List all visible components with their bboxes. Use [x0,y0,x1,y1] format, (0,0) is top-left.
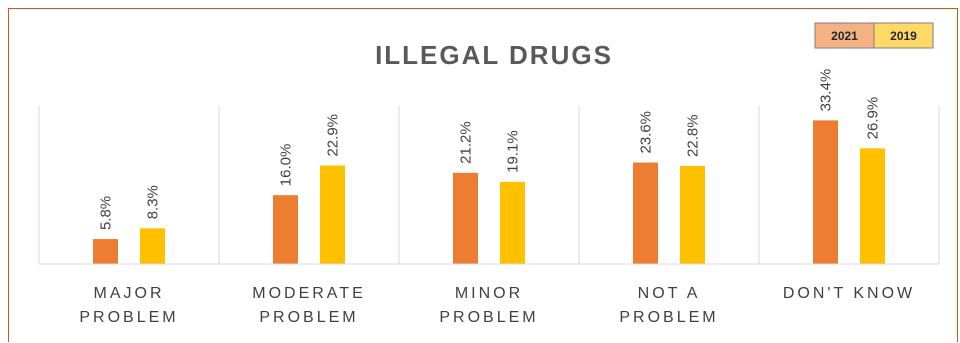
category-label-major-problem-line2: PROBLEM [79,309,178,326]
category-label-major-problem-line1: MAJOR [94,285,165,302]
data-label-2019-minor-problem: 19.1% [505,130,522,173]
data-label-2019-don-t-know: 26.9% [865,97,882,140]
legend-swatch-2021 [814,22,875,49]
category-separators [38,106,940,264]
bar-2021-minor-problem [453,172,478,264]
category-labels: MAJOR PROBLEM MODERATE PROBLEM MINOR PROBLEM N… [79,285,915,326]
bar-2021-moderate-problem [273,195,298,264]
data-label-2021-moderate-problem: 16.0% [278,144,295,187]
data-label-2021-major-problem: 5.8% [98,196,115,230]
category-label-not-a-problem-line1: NOT A [638,285,701,302]
bar-2019-don-t-know [860,148,885,264]
category-label-minor-problem-line1: MINOR [455,285,523,302]
category-label-moderate-problem-line2: PROBLEM [259,309,358,326]
bar-2021-not-a-problem [633,162,658,264]
data-label-2019-not-a-problem: 22.8% [685,114,702,157]
chart-frame: ILLEGAL DRUGS 2021 2019 5.8% 8.3% 16.0% 22.9… [8,8,958,342]
bar-2019-major-problem [140,228,165,264]
category-label-minor-problem-line2: PROBLEM [439,309,538,326]
data-label-2021-don-t-know: 33.4% [818,69,835,112]
chart-title: ILLEGAL DRUGS [375,40,613,70]
data-label-2019-major-problem: 8.3% [145,185,162,219]
chart-svg: ILLEGAL DRUGS 2021 2019 5.8% 8.3% 16.0% 22.9… [38,22,940,326]
bar-2019-not-a-problem [680,165,705,264]
bar-2021-major-problem [93,239,118,264]
bar-2021-don-t-know [813,120,838,264]
data-label-2021-minor-problem: 21.2% [458,121,475,164]
legend-label-2021: 2021 [831,29,858,43]
chart-legend: 2021 2019 [814,22,934,49]
data-label-2019-moderate-problem: 22.9% [325,114,342,157]
legend-label-2019: 2019 [890,29,917,43]
category-label-not-a-problem-line2: PROBLEM [619,309,718,326]
category-label-moderate-problem-line1: MODERATE [252,285,365,302]
data-label-2021-not-a-problem: 23.6% [638,111,655,154]
bar-series [93,120,885,264]
bar-2019-moderate-problem [320,165,345,264]
legend-swatch-2019 [873,22,934,49]
category-label-don-t-know: DON'T KNOW [783,285,915,302]
data-labels: 5.8% 8.3% 16.0% 22.9% 21.2% 19.1% 23.6% 22.8% 33… [98,69,882,230]
bar-2019-minor-problem [500,181,525,264]
